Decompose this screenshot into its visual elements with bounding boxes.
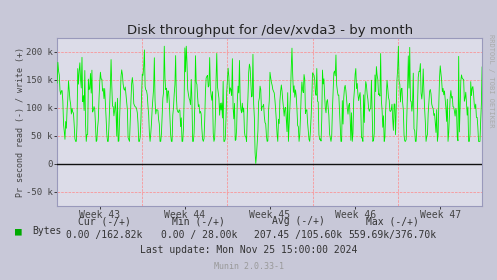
Text: Cur (-/+): Cur (-/+) — [78, 216, 131, 226]
Text: Avg (-/+): Avg (-/+) — [272, 216, 325, 226]
Text: 0.00 /162.82k: 0.00 /162.82k — [66, 230, 143, 240]
Text: Munin 2.0.33-1: Munin 2.0.33-1 — [214, 262, 283, 271]
Text: 559.69k/376.70k: 559.69k/376.70k — [348, 230, 437, 240]
Text: ■: ■ — [15, 226, 22, 236]
Text: Last update: Mon Nov 25 15:00:00 2024: Last update: Mon Nov 25 15:00:00 2024 — [140, 245, 357, 255]
Text: Max (-/+): Max (-/+) — [366, 216, 419, 226]
Text: 0.00 / 28.00k: 0.00 / 28.00k — [161, 230, 237, 240]
Text: Bytes: Bytes — [32, 226, 62, 236]
Text: Min (-/+): Min (-/+) — [172, 216, 225, 226]
Y-axis label: Pr second read (-) / write (+): Pr second read (-) / write (+) — [16, 47, 25, 197]
Text: RRDTOOL / TOBI OETIKER: RRDTOOL / TOBI OETIKER — [488, 34, 494, 127]
Text: 207.45 /105.60k: 207.45 /105.60k — [254, 230, 342, 240]
Title: Disk throughput for /dev/xvda3 - by month: Disk throughput for /dev/xvda3 - by mont… — [127, 24, 413, 37]
